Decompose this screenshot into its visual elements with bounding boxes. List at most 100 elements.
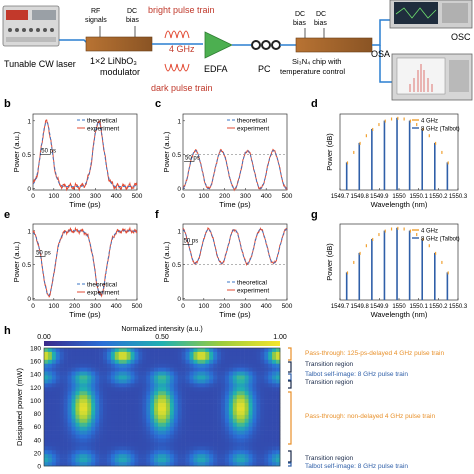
heatmap-cell	[99, 351, 104, 357]
heatmap-cell	[256, 434, 261, 439]
heatmap-cell	[193, 462, 198, 467]
width-annotation: 50 ps	[41, 149, 56, 155]
heatmap-cell	[232, 387, 238, 392]
heatmap-cell	[134, 442, 139, 447]
heatmap-cell	[55, 403, 61, 408]
heatmap-cell	[177, 387, 182, 392]
heatmap-cell	[71, 367, 76, 372]
heatmap-cell	[91, 442, 96, 447]
heatmap-cell	[63, 367, 68, 372]
heatmap-cell	[44, 407, 49, 412]
heatmap-cell	[55, 379, 61, 384]
heatmap-cell	[67, 375, 72, 380]
heatmap-cell	[260, 351, 265, 357]
legend-theory-label: theoretical	[237, 118, 268, 125]
experiment-curve	[182, 148, 288, 192]
heatmap-cell	[228, 355, 234, 361]
heatmap-cell	[63, 371, 68, 376]
heatmap-cell	[260, 450, 265, 455]
heatmap-cell	[181, 418, 186, 424]
dark-pulse-icon	[164, 63, 190, 72]
x-tick-label: 400	[111, 193, 122, 200]
heatmap-cell	[232, 379, 238, 384]
heatmap-cell	[44, 426, 49, 431]
heatmap-cell	[91, 438, 96, 443]
heatmap-cell	[83, 438, 88, 443]
rf-label: RF	[91, 8, 100, 15]
heatmap-cell	[165, 403, 171, 408]
y-tick-label: 20	[34, 450, 42, 457]
x-tick-label: 300	[240, 303, 251, 310]
heatmap-cell	[193, 391, 198, 396]
heatmap-cell	[59, 422, 64, 427]
heatmap-cell	[260, 375, 265, 380]
heatmap-cell	[126, 367, 131, 372]
heatmap-cell	[162, 410, 167, 416]
heatmap-cell	[252, 407, 257, 412]
heatmap-cell	[51, 383, 57, 388]
heatmap-cell	[142, 446, 147, 451]
heatmap-cell	[134, 387, 139, 392]
heatmap-cell	[232, 359, 238, 365]
heatmap-cell	[126, 387, 131, 392]
heatmap-cell	[193, 387, 198, 392]
heatmap-cell	[193, 363, 198, 368]
heatmap-cell	[272, 414, 277, 420]
heatmap-cell	[228, 426, 234, 431]
heatmap-cell	[130, 426, 135, 431]
heatmap-cell	[67, 422, 72, 427]
heatmap-cell	[126, 430, 131, 435]
heatmap-cell	[103, 395, 108, 400]
heatmap-cell	[122, 438, 127, 443]
heatmap-cell	[142, 407, 147, 412]
legend-theory-label: theoretical	[87, 282, 118, 289]
heatmap-cell	[91, 348, 96, 353]
heatmap-cell	[189, 367, 194, 372]
heatmap-cell	[83, 395, 88, 400]
heatmap-cell	[260, 383, 265, 388]
heatmap-cell	[134, 407, 139, 412]
heatmap-cell	[209, 442, 214, 447]
heatmap-cell	[118, 387, 123, 392]
heatmap-cell	[142, 438, 147, 443]
heatmap-cell	[256, 458, 261, 463]
heatmap-cell	[134, 375, 139, 380]
heatmap-cell	[169, 454, 175, 459]
heatmap-cell	[44, 379, 49, 384]
heatmap-cell	[173, 410, 179, 416]
region-bracket	[288, 391, 292, 445]
heatmap-cell	[209, 379, 214, 384]
heatmap-cell	[47, 462, 53, 467]
heatmap-cell	[272, 446, 277, 451]
heatmap-cell	[150, 383, 155, 388]
heatmap-cell	[130, 359, 135, 365]
heatmap-cell	[114, 434, 120, 439]
heatmap-cell	[87, 454, 92, 459]
heatmap-cell	[91, 363, 96, 368]
heatmap-cell	[134, 434, 139, 439]
heatmap-cell	[75, 422, 80, 427]
heatmap-cell	[272, 430, 277, 435]
heatmap-cell	[103, 399, 108, 404]
region-annotation: Talbot self-image: 8 GHz pulse train	[305, 371, 408, 378]
heatmap-cell	[264, 418, 269, 424]
heatmap-cell	[213, 399, 218, 404]
heatmap-cell	[55, 371, 61, 376]
heatmap-cell	[99, 403, 104, 408]
heatmap-cell	[177, 351, 182, 357]
heatmap-cell	[177, 446, 182, 451]
heatmap-cell	[44, 403, 49, 408]
heatmap-cell	[177, 391, 182, 396]
heatmap-cell	[87, 450, 92, 455]
heatmap-cell	[146, 438, 151, 443]
heatmap-cell	[99, 462, 104, 467]
heatmap-cell	[272, 407, 277, 412]
heatmap-cell	[47, 418, 53, 424]
heatmap-cell	[189, 375, 194, 380]
heatmap-cell	[232, 430, 238, 435]
heatmap-cell	[103, 387, 108, 392]
heatmap-cell	[272, 458, 277, 463]
heatmap-cell	[236, 410, 241, 416]
heatmap-cell	[173, 395, 179, 400]
heatmap-cell	[162, 387, 167, 392]
